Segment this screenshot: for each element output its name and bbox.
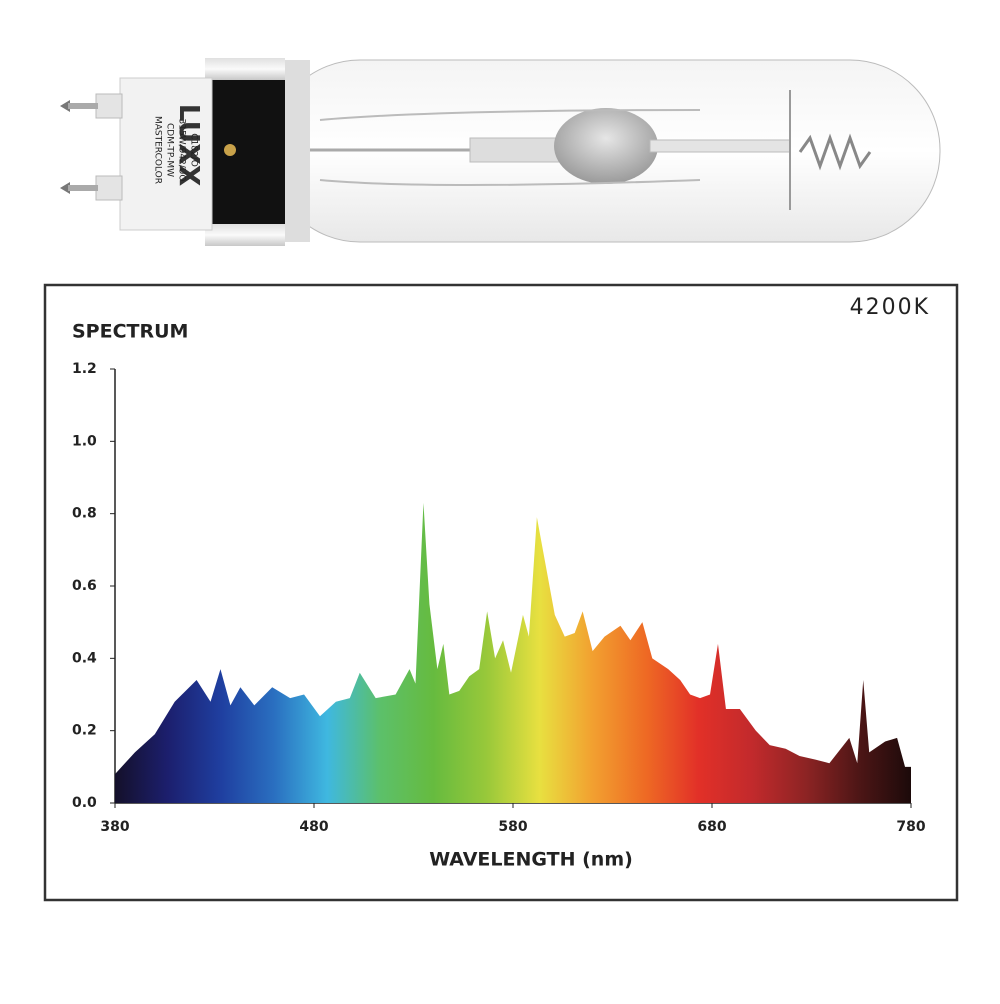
- brand: LUXX: [173, 104, 206, 187]
- spectrum-area: [115, 502, 911, 803]
- chart-title: SPECTRUM: [72, 321, 188, 343]
- x-tick-label: 380: [100, 819, 129, 835]
- y-tick-label: 0.2: [72, 723, 97, 739]
- chart-frame: [43, 283, 959, 902]
- x-tick-label: 580: [498, 819, 527, 835]
- bulb-label: MASTERCOLOR CDM-TP-MW 315W/942/UO C182/O: [153, 116, 199, 184]
- x-axis-label: WAVELENGTH (nm): [429, 849, 633, 871]
- y-tick-label: 0.6: [72, 578, 97, 594]
- x-tick-label: 480: [299, 819, 328, 835]
- x-tick-label: 680: [697, 819, 726, 835]
- y-tick-label: 1.2: [72, 361, 97, 377]
- x-tick-label: 780: [896, 819, 925, 835]
- plot: 0.0 0.2 0.4 0.6 0.8 1.0 1.2 380 480 580 680 780: [72, 361, 926, 835]
- annotation: 4200K: [850, 295, 930, 320]
- y-tick-label: 0.4: [72, 650, 97, 666]
- bulb-label-line: 315W/942/UO: [177, 119, 187, 182]
- y-tick-label: 0.8: [72, 506, 97, 522]
- y-tick-label: 0.0: [72, 795, 97, 811]
- bulb-label-line: CDM-TP-MW: [165, 123, 175, 177]
- y-tick-label: 1.0: [72, 433, 97, 449]
- bulb-label-line: C182/O: [189, 133, 199, 167]
- bulb-label-line: MASTERCOLOR: [153, 116, 163, 184]
- bulb: LUXX MASTERCOLOR CDM-TP-MW 315W/942/UO C182…: [60, 58, 941, 246]
